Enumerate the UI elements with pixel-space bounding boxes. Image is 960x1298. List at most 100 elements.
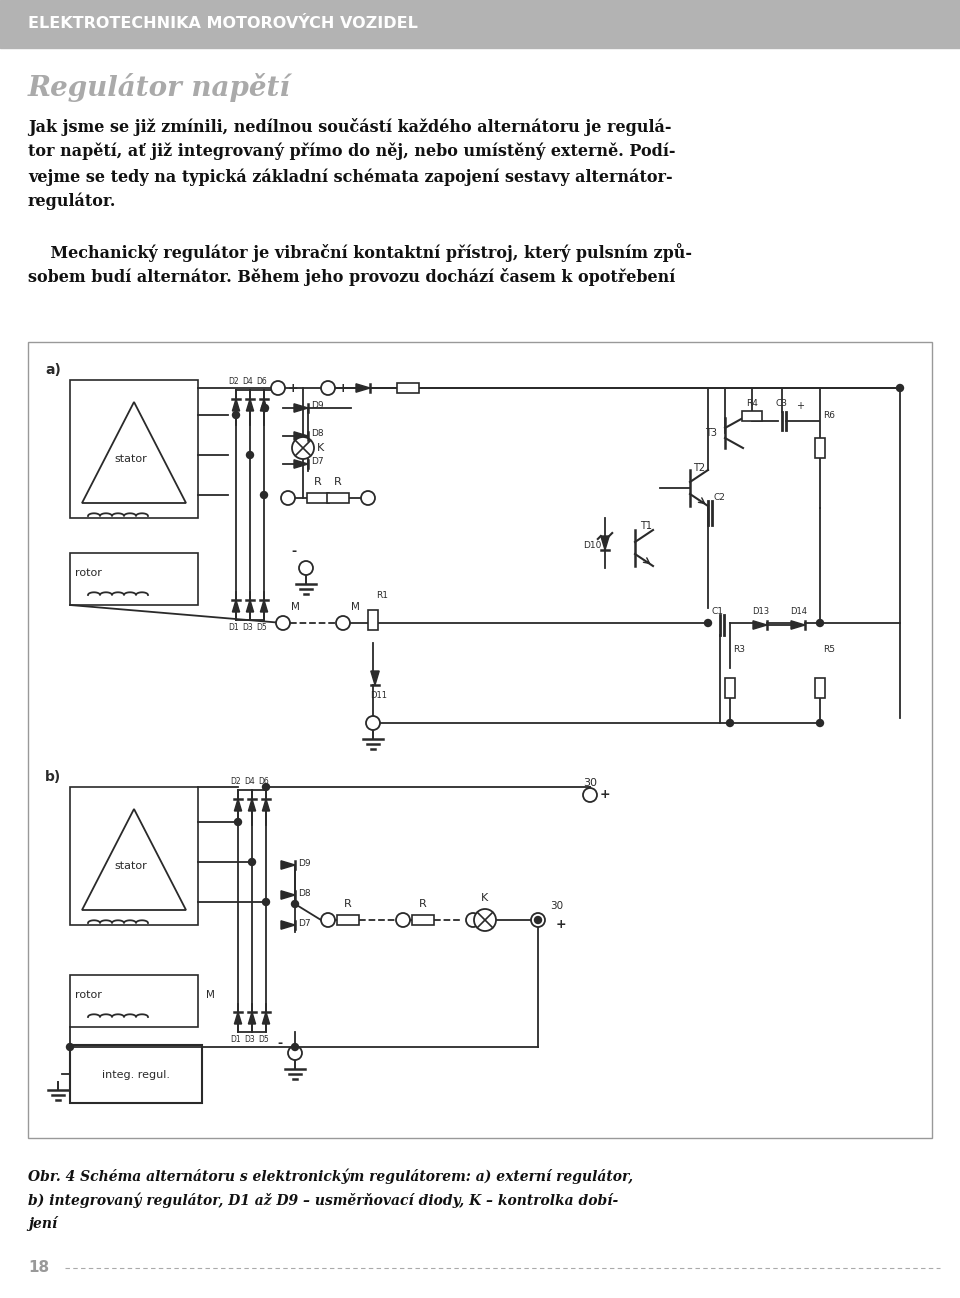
Text: M: M [351, 602, 360, 611]
Bar [815, 437, 825, 458]
Circle shape [535, 916, 541, 923]
Circle shape [817, 619, 824, 627]
Text: ELEKTROTECHNIKA MOTOROVÝCH VOZIDEL: ELEKTROTECHNIKA MOTOROVÝCH VOZIDEL [28, 17, 418, 31]
Bar [28, 341, 932, 1138]
Bar [815, 678, 825, 698]
Circle shape [292, 437, 314, 459]
Text: D11: D11 [370, 692, 387, 701]
Text: regulátor.: regulátor. [28, 193, 116, 210]
Circle shape [232, 411, 239, 418]
Text: a): a) [45, 363, 60, 376]
Polygon shape [281, 920, 295, 929]
Text: R1: R1 [376, 591, 388, 600]
Bar [70, 1045, 202, 1103]
Text: D1: D1 [228, 623, 239, 632]
Polygon shape [249, 1012, 255, 1024]
Polygon shape [260, 398, 268, 411]
Polygon shape [294, 404, 308, 413]
Text: 30: 30 [550, 901, 564, 911]
Polygon shape [294, 432, 308, 440]
Circle shape [249, 858, 255, 866]
Circle shape [361, 491, 375, 505]
Bar [412, 915, 434, 925]
Circle shape [262, 784, 270, 790]
Polygon shape [247, 600, 253, 611]
Text: D10: D10 [583, 540, 601, 549]
Text: K: K [481, 893, 489, 903]
Text: D3: D3 [244, 1036, 254, 1045]
Polygon shape [260, 600, 268, 611]
Text: D3: D3 [242, 623, 252, 632]
Text: R: R [314, 476, 322, 487]
Text: +: + [556, 918, 566, 931]
Circle shape [817, 719, 824, 727]
Text: D9: D9 [298, 858, 311, 867]
Bar [0, 0, 960, 48]
Circle shape [276, 617, 290, 630]
Bar [725, 678, 735, 698]
Text: rotor: rotor [75, 569, 102, 578]
Text: R5: R5 [823, 645, 835, 654]
Circle shape [234, 819, 242, 826]
Polygon shape [234, 800, 242, 811]
Polygon shape [791, 620, 805, 630]
Text: Jak jsme se již zmínili, nedílnou součástí každého alternátoru je regulá-: Jak jsme se již zmínili, nedílnou součás… [28, 118, 671, 136]
Text: T1: T1 [640, 520, 652, 531]
Text: +: + [288, 382, 299, 395]
Circle shape [336, 617, 350, 630]
Text: Regulátor napětí: Regulátor napětí [28, 74, 291, 103]
Circle shape [271, 382, 285, 395]
Circle shape [292, 1044, 299, 1050]
Text: M: M [206, 990, 215, 999]
Bar [70, 380, 198, 518]
Bar [70, 553, 198, 605]
Text: D13: D13 [752, 606, 769, 615]
Text: D4: D4 [244, 778, 254, 787]
Bar [307, 493, 329, 504]
Text: D5: D5 [258, 1036, 269, 1045]
Text: +: + [338, 382, 348, 395]
Text: -: - [291, 545, 296, 558]
Circle shape [396, 912, 410, 927]
Text: D9: D9 [311, 401, 324, 410]
Circle shape [247, 452, 253, 458]
Text: rotor: rotor [75, 990, 102, 999]
Polygon shape [356, 384, 370, 392]
Circle shape [321, 912, 335, 927]
Text: T3: T3 [705, 428, 717, 437]
Text: R: R [344, 900, 352, 909]
Circle shape [583, 788, 597, 802]
Text: Mechanický regulátor je vibrační kontaktní přístroj, který pulsním způ-: Mechanický regulátor je vibrační kontakt… [28, 243, 692, 262]
Text: D4: D4 [242, 378, 252, 387]
Bar [397, 383, 419, 393]
Text: R: R [334, 476, 342, 487]
Text: integ. regul.: integ. regul. [102, 1070, 170, 1080]
Bar [368, 610, 378, 630]
Circle shape [281, 491, 295, 505]
Polygon shape [234, 1012, 242, 1024]
Text: sobem budí alternátor. Během jeho provozu dochází časem k opotřebení: sobem budí alternátor. Během jeho provoz… [28, 267, 675, 286]
Polygon shape [371, 671, 379, 685]
Text: M: M [291, 602, 300, 611]
Circle shape [292, 901, 299, 907]
Polygon shape [753, 620, 767, 630]
Bar [70, 787, 198, 925]
Text: D6: D6 [258, 778, 269, 787]
Circle shape [466, 912, 480, 927]
Circle shape [705, 619, 711, 627]
Text: +: + [796, 401, 804, 411]
Polygon shape [262, 800, 270, 811]
Polygon shape [247, 398, 253, 411]
Text: D7: D7 [298, 919, 311, 928]
Text: b) integrovaný regulátor, D1 až D9 – usměrňovací diody, K – kontrolka dobí-: b) integrovaný regulátor, D1 až D9 – usm… [28, 1192, 618, 1207]
Text: D8: D8 [311, 430, 324, 439]
Circle shape [366, 716, 380, 729]
Text: D7: D7 [311, 457, 324, 466]
Text: D6: D6 [256, 378, 267, 387]
Text: b): b) [45, 770, 61, 784]
Circle shape [299, 561, 313, 575]
Polygon shape [601, 536, 610, 550]
Text: 18: 18 [28, 1260, 49, 1276]
Text: tor napětí, ať již integrovaný přímo do něj, nebo umístěný externě. Podí-: tor napětí, ať již integrovaný přímo do … [28, 143, 676, 161]
Text: R: R [420, 900, 427, 909]
